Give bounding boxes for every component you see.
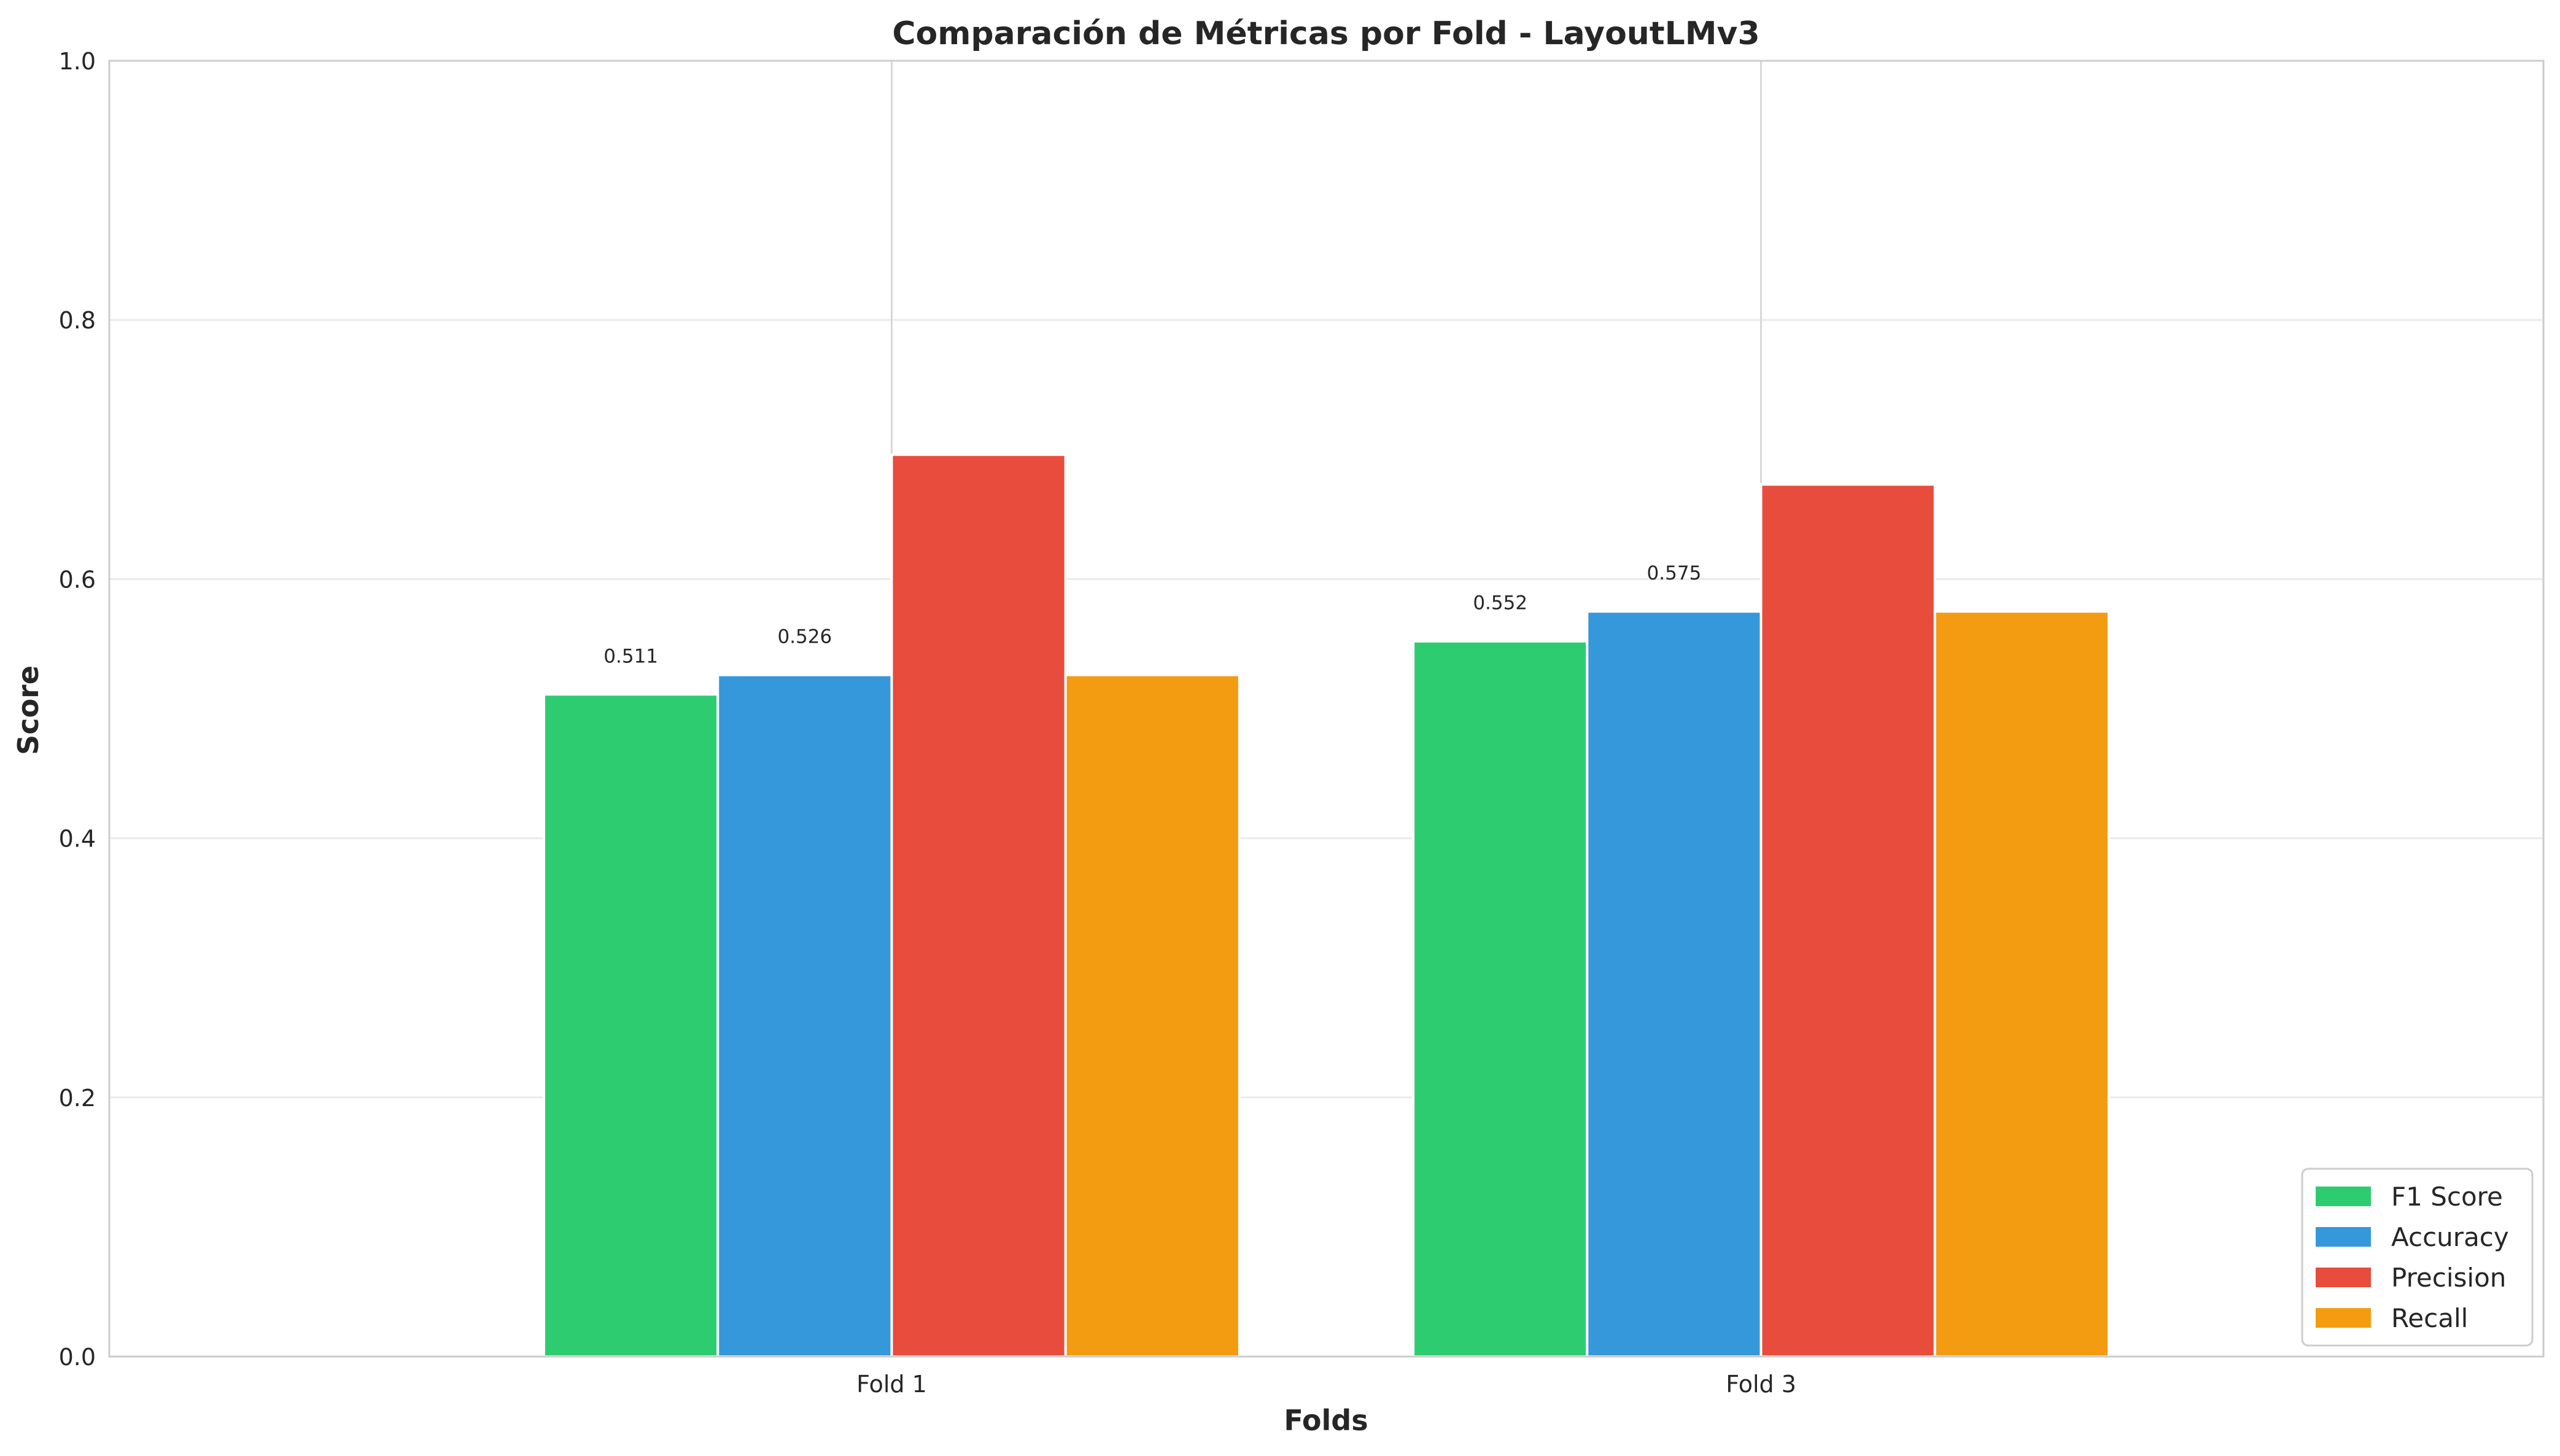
legend-label: Accuracy [2391, 1222, 2509, 1252]
y-axis-label: Score [12, 665, 45, 755]
legend-label: Recall [2391, 1303, 2468, 1333]
x-tick-label: Fold 1 [856, 1371, 927, 1398]
x-tick-label: Fold 3 [1726, 1371, 1796, 1398]
bar-value-label: 0.575 [1647, 562, 1702, 584]
bar-precision-0 [890, 453, 1067, 1358]
y-tick-label: 0.2 [59, 1085, 96, 1112]
legend-swatch [2316, 1187, 2371, 1206]
bar-recall-0 [1064, 673, 1241, 1358]
x-axis-label: Folds [1284, 1404, 1368, 1437]
bar-precision-1 [1759, 483, 1936, 1358]
y-tick-label: 1.0 [59, 48, 96, 75]
y-tick-label: 0.4 [59, 826, 96, 853]
bar-value-label: 0.526 [777, 626, 832, 648]
legend: F1 Score Accuracy Precision Recall [2301, 1168, 2534, 1347]
legend-box [2301, 1168, 2534, 1347]
bar-value-label: 0.552 [1473, 592, 1527, 614]
bar-accuracy-1 [1586, 610, 1763, 1358]
bar-accuracy-0 [716, 673, 893, 1358]
legend-swatch [2316, 1268, 2371, 1287]
bar-recall-1 [1933, 610, 2110, 1358]
bar-f1-score-0 [543, 693, 720, 1358]
bar-f1-score-1 [1412, 640, 1589, 1358]
plot-frame [108, 60, 2545, 1358]
legend-label: F1 Score [2391, 1182, 2503, 1212]
y-tick-label: 0.8 [59, 307, 96, 334]
y-tick-label: 0.0 [59, 1344, 96, 1371]
bar-value-label: 0.511 [603, 645, 658, 667]
legend-swatch [2316, 1308, 2371, 1328]
legend-swatch [2316, 1227, 2371, 1247]
legend-label: Precision [2391, 1263, 2506, 1293]
chart-title: Comparación de Métricas por Fold - Layou… [892, 15, 1759, 52]
y-tick-label: 0.6 [59, 566, 96, 593]
